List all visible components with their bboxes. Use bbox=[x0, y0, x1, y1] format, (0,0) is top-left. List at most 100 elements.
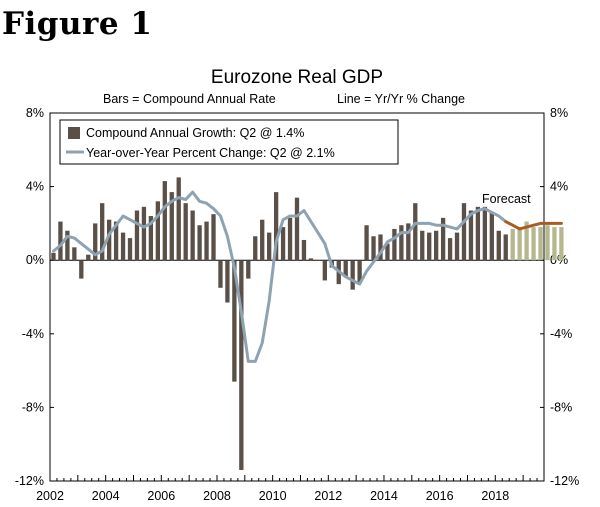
chart-subtitle-bars: Bars = Compound Annual Rate bbox=[103, 92, 276, 106]
gdp-bar bbox=[211, 214, 216, 261]
gdp-bar bbox=[169, 192, 174, 261]
gdp-bar bbox=[148, 216, 154, 261]
y-tick-label-right: 8% bbox=[550, 106, 568, 120]
gdp-bar bbox=[183, 203, 188, 261]
chart-subtitle-line: Line = Yr/Yr % Change bbox=[337, 92, 465, 106]
gdp-bar bbox=[127, 238, 133, 261]
plot-frame bbox=[49, 112, 545, 482]
gdp-bar bbox=[176, 177, 181, 261]
gdp-bar bbox=[413, 203, 418, 261]
gdp-bar bbox=[204, 221, 209, 261]
gdp-bar bbox=[308, 258, 314, 261]
gdp-bar bbox=[427, 232, 432, 261]
gdp-bar bbox=[301, 239, 307, 261]
figure-label: Figure 1 bbox=[2, 6, 153, 42]
legend-bar-label: Compound Annual Growth: Q2 @ 1.4% bbox=[86, 126, 304, 140]
gdp-bar bbox=[93, 223, 98, 261]
forecast-bar bbox=[538, 227, 543, 261]
gdp-bar bbox=[225, 260, 230, 303]
gdp-bar bbox=[399, 225, 404, 261]
legend-line-label: Year-over-Year Percent Change: Q2 @ 2.1% bbox=[86, 146, 335, 160]
forecast-bar bbox=[552, 227, 557, 261]
gdp-bar bbox=[420, 230, 425, 261]
forecast-bar bbox=[510, 228, 515, 261]
gdp-bar bbox=[454, 232, 460, 261]
gdp-bar bbox=[503, 234, 508, 261]
chart-title: Eurozone Real GDP bbox=[211, 67, 383, 88]
gdp-bar bbox=[385, 243, 390, 261]
x-tick-label: 2014 bbox=[370, 489, 398, 503]
gdp-bar bbox=[197, 225, 202, 261]
gdp-bar bbox=[392, 228, 397, 261]
x-tick-label: 2012 bbox=[314, 489, 342, 503]
y-tick-label-left: -8% bbox=[22, 400, 44, 414]
x-tick-label: 2010 bbox=[259, 489, 287, 503]
gdp-bar bbox=[106, 219, 112, 261]
gdp-bar bbox=[100, 203, 105, 261]
gdp-bar bbox=[364, 225, 369, 261]
gdp-bar bbox=[294, 197, 300, 261]
x-tick-label: 2006 bbox=[147, 489, 175, 503]
forecast-bar bbox=[517, 227, 522, 261]
gdp-bar bbox=[86, 254, 91, 261]
y-tick-label-right: -4% bbox=[550, 327, 572, 341]
gdp-bar bbox=[65, 230, 70, 261]
gdp-bar bbox=[287, 217, 293, 261]
gdp-bar bbox=[253, 236, 258, 261]
x-tick-label: 2002 bbox=[36, 489, 64, 503]
gdp-bar bbox=[79, 260, 84, 279]
forecast-bar bbox=[531, 227, 536, 261]
gdp-bar bbox=[155, 201, 161, 261]
gdp-bar bbox=[239, 260, 244, 470]
y-tick-label-right: -12% bbox=[550, 474, 579, 488]
gdp-bar bbox=[190, 210, 195, 261]
gdp-bar bbox=[58, 221, 63, 261]
gdp-bar bbox=[72, 247, 77, 261]
x-tick-label: 2008 bbox=[203, 489, 231, 503]
plot-area: 8% 8%4% 4%0% 0%-4% -4%-8% -8%-12% -12%2002 2004… bbox=[15, 106, 579, 503]
gdp-bar bbox=[267, 232, 272, 261]
gdp-bar bbox=[218, 260, 223, 288]
gdp-bar bbox=[315, 260, 321, 261]
gdp-bar bbox=[433, 230, 439, 261]
forecast-bar bbox=[545, 225, 550, 261]
gdp-bar bbox=[280, 227, 286, 261]
gdp-bar bbox=[468, 210, 474, 261]
gdp-bar bbox=[350, 260, 355, 290]
gdp-bar bbox=[371, 236, 376, 261]
gdp-bar bbox=[141, 206, 147, 261]
gdp-bar bbox=[447, 238, 453, 261]
gdp-bar bbox=[120, 232, 126, 261]
gdp-bar bbox=[489, 212, 494, 261]
legend: Compound Annual Growth: Q2 @ 1.4% Year-o… bbox=[59, 119, 399, 165]
gdp-bar bbox=[378, 234, 383, 261]
gdp-bar bbox=[246, 260, 251, 279]
gdp-bar bbox=[322, 260, 327, 281]
gdp-bar bbox=[232, 260, 237, 382]
gdp-bar bbox=[162, 181, 167, 261]
y-tick-label-left: 0% bbox=[26, 253, 44, 267]
gdp-bar bbox=[406, 223, 411, 261]
y-tick-label-right: -8% bbox=[550, 400, 572, 414]
x-tick-label: 2004 bbox=[92, 489, 120, 503]
forecast-bar bbox=[524, 221, 529, 261]
gdp-bar bbox=[113, 221, 119, 261]
x-tick-label: 2018 bbox=[481, 489, 509, 503]
legend-frame bbox=[59, 119, 399, 165]
gdp-bar bbox=[440, 217, 446, 261]
y-tick-label-left: -12% bbox=[15, 474, 44, 488]
gdp-bar bbox=[134, 210, 140, 261]
legend-bar-swatch bbox=[68, 127, 80, 139]
y-tick-label-left: 8% bbox=[26, 106, 44, 120]
gdp-bar bbox=[482, 206, 488, 261]
gdp-bar bbox=[343, 260, 348, 277]
x-tick-label: 2016 bbox=[426, 489, 454, 503]
gdp-bar bbox=[496, 230, 501, 261]
gdp-bar bbox=[461, 203, 467, 261]
gdp-bar bbox=[475, 206, 481, 261]
yoy-line bbox=[52, 190, 508, 363]
gdp-bar bbox=[273, 192, 279, 261]
forecast-bar bbox=[559, 227, 564, 261]
y-tick-label-left: -4% bbox=[22, 327, 44, 341]
